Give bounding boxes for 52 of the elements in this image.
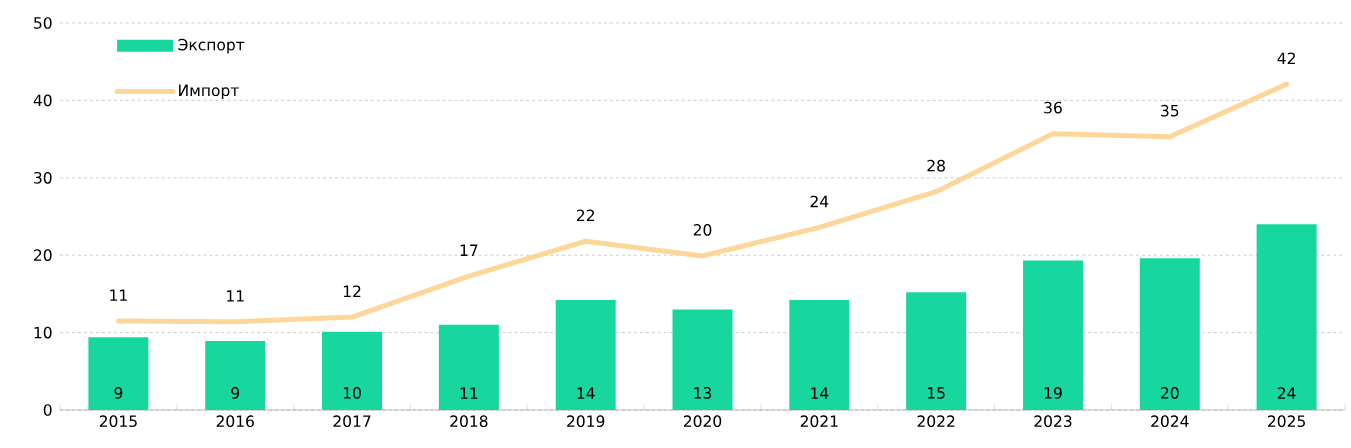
data-label: 20 bbox=[1161, 387, 1179, 399]
data-label: 20 bbox=[693, 224, 712, 236]
bar bbox=[672, 309, 733, 410]
data-label: 35 bbox=[1161, 104, 1179, 117]
x-tick-label: 2020 bbox=[683, 415, 722, 428]
data-label: 9 bbox=[231, 387, 240, 399]
x-tick-label: 2021 bbox=[800, 415, 838, 428]
x-tick-label: 2025 bbox=[1268, 415, 1305, 428]
data-label: 9 bbox=[114, 387, 123, 399]
data-label: 17 bbox=[460, 244, 478, 256]
data-label: 11 bbox=[110, 289, 127, 301]
bar bbox=[789, 300, 850, 410]
data-label: 11 bbox=[227, 290, 244, 302]
y-tick-label: 20 bbox=[34, 249, 52, 262]
y-tick-label: 30 bbox=[34, 171, 52, 184]
legend-label: Экспорт bbox=[178, 38, 245, 54]
data-label: 12 bbox=[343, 285, 361, 297]
data-label: 19 bbox=[1044, 387, 1062, 399]
y-tick-label: 40 bbox=[33, 94, 52, 107]
data-label: 24 bbox=[1277, 387, 1296, 399]
legend-label: Импорт bbox=[179, 84, 239, 100]
y-tick-label: 10 bbox=[34, 326, 52, 339]
data-label: 28 bbox=[927, 159, 945, 172]
data-label: 11 bbox=[460, 387, 478, 399]
x-tick-label: 2015 bbox=[99, 415, 137, 428]
y-tick-label: 50 bbox=[34, 17, 52, 29]
bar bbox=[1022, 260, 1083, 410]
x-tick-label: 2022 bbox=[917, 415, 955, 428]
data-label: 13 bbox=[694, 387, 712, 399]
x-tick-label: 2018 bbox=[450, 415, 488, 428]
data-label: 24 bbox=[810, 195, 829, 208]
bar bbox=[322, 331, 383, 410]
bar bbox=[555, 300, 616, 410]
y-tick-label: 0 bbox=[43, 404, 52, 416]
x-tick-label: 2019 bbox=[567, 415, 605, 428]
bar bbox=[438, 324, 499, 410]
bar bbox=[906, 292, 967, 410]
data-label: 42 bbox=[1277, 52, 1295, 64]
data-label: 15 bbox=[927, 387, 945, 399]
x-tick-label: 2017 bbox=[333, 415, 371, 428]
data-label: 14 bbox=[577, 387, 595, 399]
data-label: 10 bbox=[343, 387, 361, 399]
bar bbox=[205, 341, 266, 410]
x-tick-label: 2023 bbox=[1034, 415, 1072, 428]
bar bbox=[88, 337, 149, 410]
x-tick-label: 2016 bbox=[216, 415, 254, 428]
data-label: 36 bbox=[1044, 101, 1062, 114]
data-label: 14 bbox=[811, 387, 829, 399]
x-tick-label: 2024 bbox=[1151, 415, 1189, 428]
bar bbox=[1256, 224, 1317, 410]
data-label: 22 bbox=[576, 209, 594, 222]
bar bbox=[1139, 258, 1200, 410]
